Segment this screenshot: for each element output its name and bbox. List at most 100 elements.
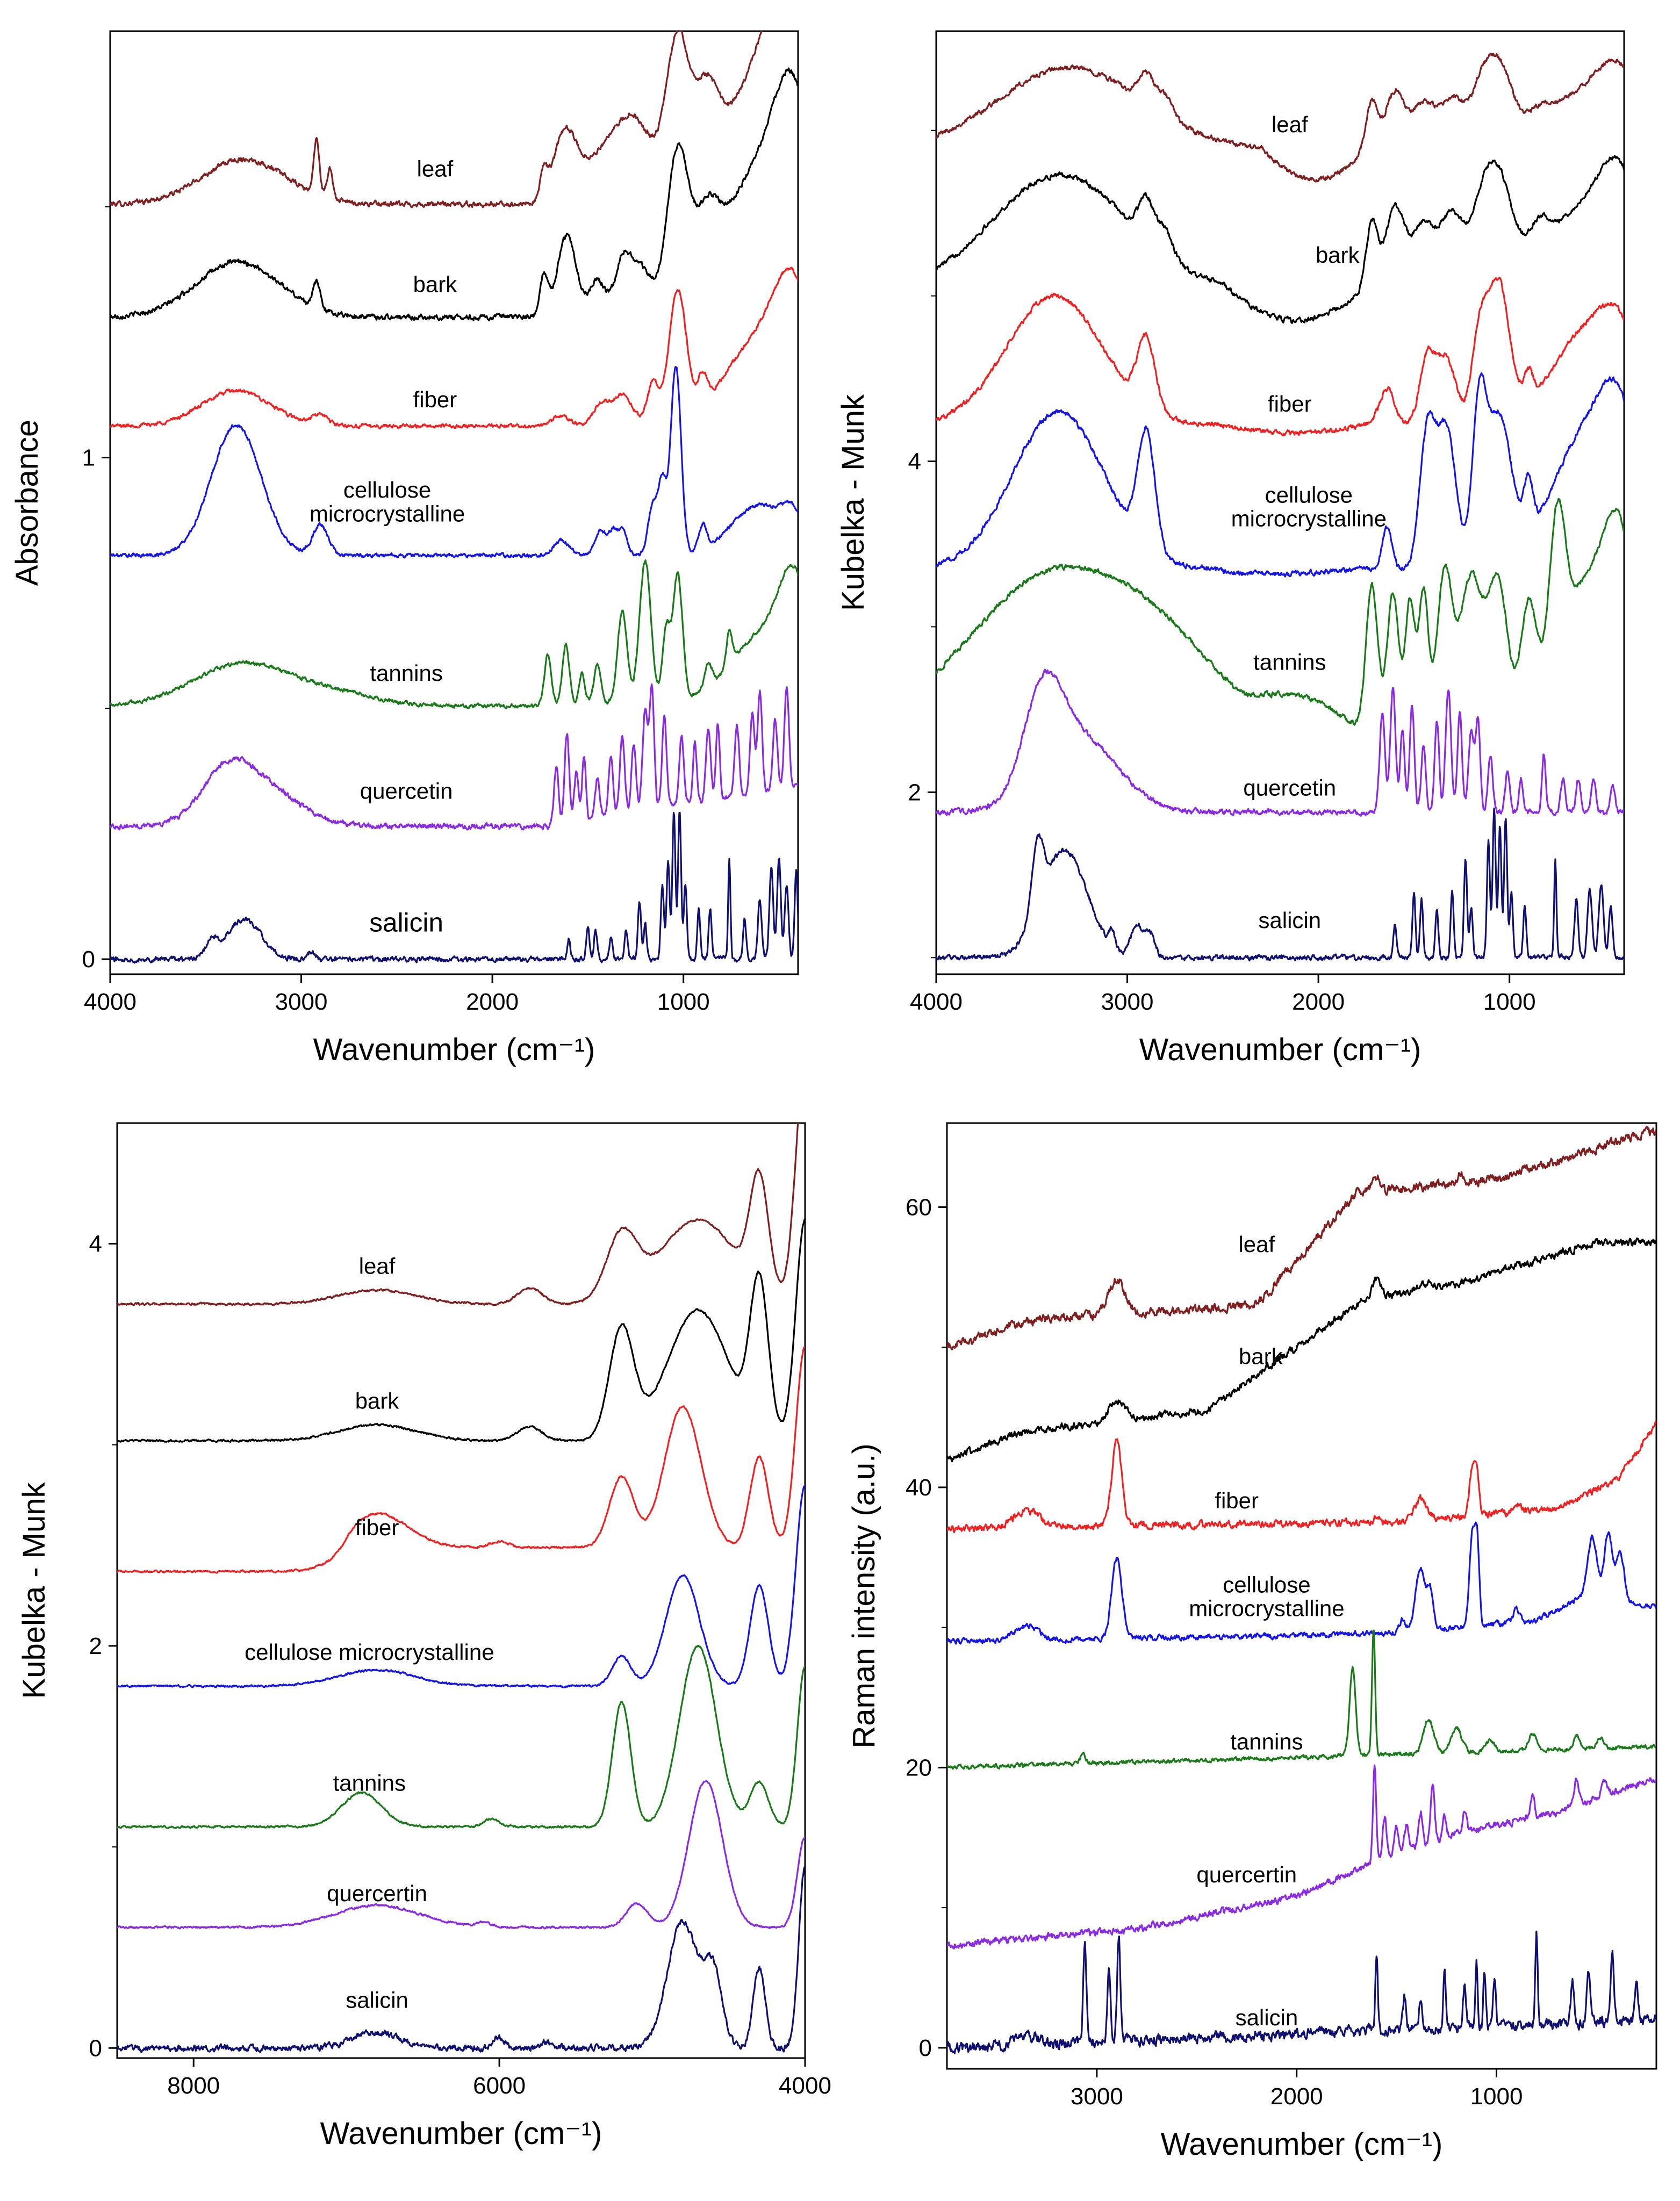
series-label: cellulose bbox=[1265, 483, 1353, 508]
series-label: leaf bbox=[1272, 112, 1308, 137]
series-line-tannins bbox=[110, 559, 798, 709]
series-label-line2: microcrystalline bbox=[1189, 1596, 1344, 1621]
series-label: fiber bbox=[413, 387, 457, 412]
y-tick-label: 0 bbox=[89, 2035, 102, 2061]
series-label: leaf bbox=[417, 156, 454, 182]
x-tick-label: 1000 bbox=[657, 989, 710, 1015]
series-label-line2: microcrystalline bbox=[310, 501, 465, 526]
y-tick-label: 40 bbox=[906, 1474, 932, 1501]
y-axis-label: Kubelka - Munk bbox=[836, 394, 871, 611]
series-line-tannins bbox=[936, 498, 1624, 726]
series-label: salicin bbox=[1258, 908, 1321, 933]
y-tick-label: 0 bbox=[82, 946, 95, 973]
y-tick-label: 2 bbox=[89, 1633, 102, 1659]
y-axis-label: Absorbance bbox=[10, 420, 45, 586]
series-label: quercetin bbox=[1243, 775, 1336, 800]
series-line-cellulose-microcrystalline bbox=[936, 372, 1624, 578]
series-label: quercertin bbox=[1196, 1862, 1297, 1887]
y-tick-label: 20 bbox=[906, 1754, 932, 1781]
series-line-cellulose-microcrystalline bbox=[110, 366, 798, 559]
x-axis-label: Wavenumber (cm⁻¹) bbox=[320, 2116, 602, 2151]
series-label: salicin bbox=[346, 1987, 408, 2012]
series-line-fiber bbox=[936, 277, 1624, 436]
series-line-salicin bbox=[936, 807, 1624, 962]
x-axis-label: Wavenumber (cm⁻¹) bbox=[313, 1032, 595, 1067]
series-line-bark bbox=[117, 1219, 805, 1443]
series-line-leaf bbox=[117, 1123, 799, 1306]
plot-frame bbox=[109, 30, 799, 975]
x-axis-label: Wavenumber (cm⁻¹) bbox=[1139, 1032, 1421, 1067]
x-tick-label: 3000 bbox=[1071, 2083, 1123, 2110]
nir-kubelka-munk-panel: 8000 6000 4000 0 2 4 Wavenumber (cm⁻¹) Kubelka … bbox=[17, 1122, 831, 2151]
series-line-bark bbox=[110, 67, 798, 321]
plot-frame bbox=[946, 1122, 1657, 2070]
series-label: bark bbox=[413, 271, 458, 297]
series-label: salicin bbox=[369, 908, 443, 938]
plot-frame bbox=[935, 30, 1625, 975]
series-label: bark bbox=[1239, 1343, 1283, 1369]
series-label: tannins bbox=[1253, 649, 1326, 674]
ftir-absorbance-panel: 4000 3000 2000 1000 0 1 Wavenumber (cm⁻¹) Absor… bbox=[10, 30, 799, 1067]
series-line-leaf bbox=[936, 53, 1624, 183]
series-line-salicin bbox=[117, 1866, 805, 2053]
series-label: bark bbox=[355, 1388, 400, 1413]
series-line-salicin bbox=[110, 811, 798, 964]
series-line-fiber bbox=[117, 1346, 805, 1574]
series-label: cellulose microcrystalline bbox=[245, 1639, 494, 1665]
series-line-tannins bbox=[117, 1644, 805, 1829]
x-tick-label: 6000 bbox=[473, 2073, 526, 2099]
y-axis-label: Raman intensity (a.u.) bbox=[846, 1443, 881, 1748]
y-tick-label: 4 bbox=[908, 449, 921, 475]
series-label: fiber bbox=[1215, 1488, 1259, 1513]
series-label: leaf bbox=[359, 1254, 396, 1279]
x-tick-label: 3000 bbox=[275, 989, 328, 1015]
y-tick-label: 60 bbox=[906, 1194, 932, 1220]
x-tick-label: 2000 bbox=[1292, 989, 1345, 1015]
series-label: cellulose bbox=[343, 477, 431, 502]
x-axis-label: Wavenumber (cm⁻¹) bbox=[1161, 2127, 1443, 2162]
series-line-quercetin bbox=[936, 668, 1624, 817]
y-tick-label: 1 bbox=[82, 444, 95, 471]
series-line-quercertin bbox=[117, 1780, 805, 1930]
y-axis-label: Kubelka - Munk bbox=[17, 1482, 52, 1699]
series-label: tannins bbox=[1230, 1729, 1303, 1754]
series-label: leaf bbox=[1238, 1232, 1275, 1257]
series-line-bark bbox=[936, 155, 1624, 324]
series-label: tannins bbox=[370, 660, 442, 686]
x-tick-label: 2000 bbox=[466, 989, 519, 1015]
x-tick-label: 8000 bbox=[167, 2073, 220, 2099]
x-tick-label: 4000 bbox=[84, 989, 137, 1015]
x-tick-label: 2000 bbox=[1270, 2083, 1323, 2110]
x-tick-label: 1000 bbox=[1483, 989, 1536, 1015]
y-tick-label: 2 bbox=[908, 779, 921, 805]
series-label-line2: microcrystalline bbox=[1231, 506, 1387, 531]
series-line-tannins bbox=[947, 1629, 1656, 1770]
series-label: salicin bbox=[1236, 2005, 1298, 2030]
raman-panel: 3000 2000 1000 0 20 40 60 Wavenumber (cm⁻¹) Rama… bbox=[846, 1122, 1657, 2162]
series-label: quercetin bbox=[360, 778, 453, 803]
series-label: quercertin bbox=[327, 1881, 427, 1906]
series-line-cellulose-microcrystalline bbox=[117, 1485, 805, 1688]
series-line-leaf bbox=[110, 31, 763, 208]
series-label: bark bbox=[1316, 242, 1360, 268]
series-line-fiber bbox=[110, 267, 798, 430]
ftir-kubelka-munk-panel: 4000 3000 2000 1000 2 4 Wavenumber (cm⁻¹) Kubel… bbox=[836, 30, 1625, 1067]
series-label: tannins bbox=[333, 1770, 406, 1795]
series-line-leaf bbox=[947, 1125, 1656, 1350]
y-tick-label: 4 bbox=[89, 1231, 102, 1257]
series-line-cellulose-microcrystalline bbox=[947, 1521, 1656, 1645]
x-tick-label: 1000 bbox=[1470, 2083, 1523, 2110]
series-line-salicin bbox=[947, 1930, 1656, 2054]
series-line-quercetin bbox=[110, 683, 798, 831]
x-tick-label: 4000 bbox=[779, 2073, 831, 2099]
series-line-fiber bbox=[947, 1420, 1656, 1534]
plot-frame bbox=[116, 1122, 806, 2059]
series-line-quercertin bbox=[947, 1764, 1656, 1950]
series-label: cellulose bbox=[1223, 1572, 1310, 1597]
series-line-bark bbox=[947, 1237, 1656, 1463]
y-tick-label: 0 bbox=[919, 2035, 932, 2061]
series-label: fiber bbox=[355, 1515, 399, 1540]
series-label: fiber bbox=[1268, 391, 1312, 416]
x-tick-label: 4000 bbox=[910, 989, 963, 1015]
x-tick-label: 3000 bbox=[1101, 989, 1154, 1015]
